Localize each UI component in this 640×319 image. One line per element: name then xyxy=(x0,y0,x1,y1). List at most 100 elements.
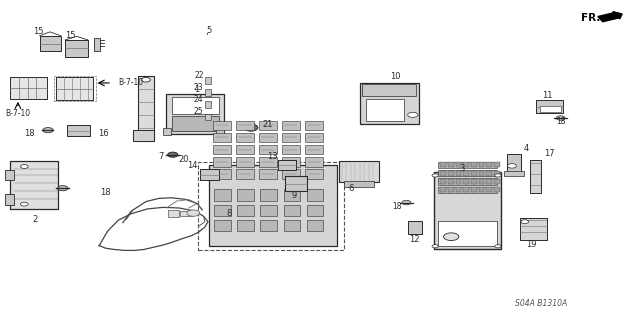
Bar xyxy=(282,145,300,154)
Bar xyxy=(486,162,492,167)
Bar xyxy=(479,179,484,184)
Circle shape xyxy=(556,116,565,120)
Text: 16: 16 xyxy=(98,129,109,137)
Bar xyxy=(282,169,300,179)
Text: 22: 22 xyxy=(194,71,204,80)
Bar xyxy=(536,100,563,113)
Bar xyxy=(236,157,254,167)
Bar xyxy=(259,169,277,179)
Bar xyxy=(282,133,300,142)
Bar xyxy=(494,162,500,167)
Text: 10: 10 xyxy=(390,72,401,81)
Bar xyxy=(305,121,323,130)
Circle shape xyxy=(432,245,438,248)
Bar xyxy=(213,169,231,179)
Bar xyxy=(236,133,254,142)
Bar xyxy=(166,94,224,134)
Bar xyxy=(438,162,497,168)
Text: 15: 15 xyxy=(33,27,44,36)
Bar xyxy=(520,218,547,240)
Bar xyxy=(214,205,231,216)
Text: 17: 17 xyxy=(544,149,555,158)
Circle shape xyxy=(43,128,53,133)
Bar xyxy=(463,162,469,167)
Bar xyxy=(216,128,224,135)
Bar xyxy=(540,106,561,112)
Bar xyxy=(408,221,422,234)
Bar xyxy=(440,171,446,176)
Text: FR.: FR. xyxy=(581,12,600,23)
Bar xyxy=(305,145,323,154)
Bar xyxy=(448,179,454,184)
Bar xyxy=(471,187,477,192)
Bar xyxy=(507,154,521,174)
Circle shape xyxy=(187,210,200,216)
Bar xyxy=(237,189,254,201)
Text: 18: 18 xyxy=(556,117,565,126)
Bar xyxy=(237,220,254,231)
Text: 18: 18 xyxy=(392,202,401,211)
Bar xyxy=(494,179,500,184)
Bar xyxy=(284,189,300,201)
Circle shape xyxy=(495,245,501,248)
Bar xyxy=(284,220,300,231)
Bar xyxy=(54,76,96,101)
Bar xyxy=(214,189,231,201)
Bar xyxy=(259,133,277,142)
Bar xyxy=(440,179,446,184)
Circle shape xyxy=(495,174,501,177)
Bar xyxy=(180,211,192,216)
Text: 20: 20 xyxy=(178,155,188,164)
Circle shape xyxy=(444,233,459,241)
Text: 12: 12 xyxy=(410,235,420,244)
Circle shape xyxy=(508,164,516,168)
Text: B-7-10: B-7-10 xyxy=(5,109,31,118)
Bar xyxy=(5,170,14,180)
Ellipse shape xyxy=(172,250,199,259)
Bar xyxy=(10,161,58,209)
Circle shape xyxy=(58,186,68,191)
Bar xyxy=(259,145,277,154)
Bar xyxy=(456,162,461,167)
Bar xyxy=(438,170,497,176)
Text: 18: 18 xyxy=(24,129,35,137)
Bar xyxy=(237,205,254,216)
Ellipse shape xyxy=(113,247,140,256)
Text: 19: 19 xyxy=(526,241,536,249)
Circle shape xyxy=(141,78,150,82)
Bar xyxy=(213,133,231,142)
Bar xyxy=(486,179,492,184)
Bar xyxy=(362,84,416,96)
Bar xyxy=(205,101,211,108)
Text: 14: 14 xyxy=(187,161,197,170)
Text: 13: 13 xyxy=(267,152,277,161)
Text: B-7-10: B-7-10 xyxy=(118,78,143,87)
Circle shape xyxy=(20,202,28,206)
Bar xyxy=(463,179,469,184)
Bar xyxy=(213,157,231,167)
Bar xyxy=(307,189,323,201)
Bar xyxy=(479,162,484,167)
Circle shape xyxy=(246,125,255,130)
Text: 8: 8 xyxy=(226,209,231,218)
Circle shape xyxy=(521,220,529,224)
Circle shape xyxy=(20,165,28,168)
Bar xyxy=(305,133,323,142)
Bar xyxy=(284,205,300,216)
Text: 23: 23 xyxy=(194,83,204,92)
Bar xyxy=(282,157,300,167)
Bar xyxy=(438,187,497,193)
Bar xyxy=(236,121,254,130)
Bar xyxy=(138,76,154,141)
Bar xyxy=(133,130,154,141)
Bar xyxy=(259,121,277,130)
Text: 11: 11 xyxy=(542,91,552,100)
Bar xyxy=(530,160,541,193)
Bar xyxy=(259,157,277,167)
Bar xyxy=(438,221,497,246)
Text: 21: 21 xyxy=(262,120,273,129)
Bar xyxy=(456,187,461,192)
Bar xyxy=(448,162,454,167)
Bar xyxy=(260,205,277,216)
Bar xyxy=(213,121,231,130)
